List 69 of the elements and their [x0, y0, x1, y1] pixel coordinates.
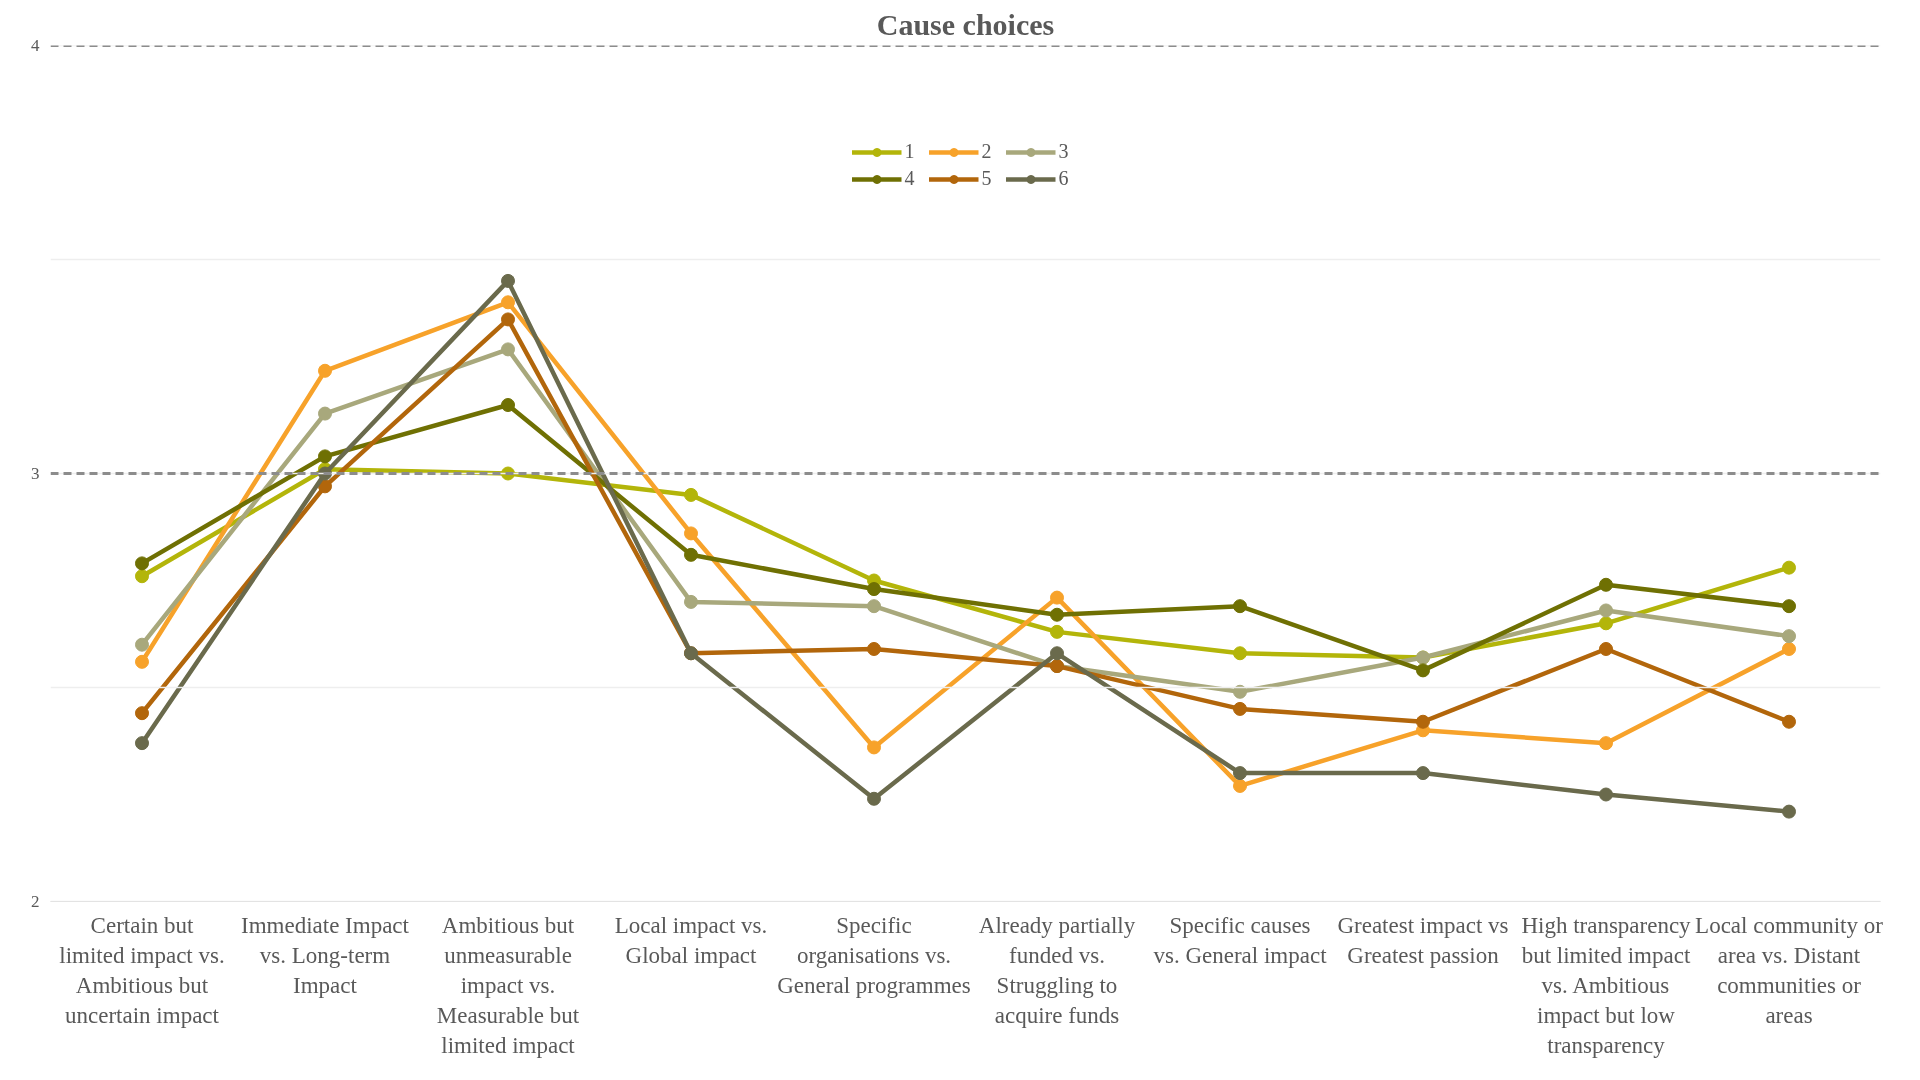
x-tick-label: Ambitious but unmeasurable impact vs. Measurable but limited impact: [436, 912, 580, 1058]
point: [1416, 766, 1430, 781]
point: [684, 526, 698, 541]
point: [318, 406, 332, 421]
point: [318, 449, 332, 464]
point: [501, 342, 515, 357]
point: [867, 740, 881, 755]
x-tick-label: Certain but limited impact vs. Ambitious but uncertain impact: [59, 912, 225, 1028]
legend-label: 2: [981, 140, 993, 163]
point: [135, 654, 149, 669]
point: [1599, 603, 1613, 618]
point: [1782, 599, 1796, 614]
point: [1233, 646, 1247, 661]
y-tick-label: 4: [31, 36, 40, 55]
point: [1782, 641, 1796, 656]
point: [1233, 599, 1247, 614]
x-tick-label: High transparency but limited impact vs. Ambitious impact but low transparency: [1521, 912, 1692, 1058]
x-tick-label: Local community or area vs. Distant communities or areas: [1695, 912, 1884, 1028]
point: [1050, 607, 1064, 622]
point: [867, 641, 881, 656]
x-tick-label: Already partially funded vs. Struggling to acquire funds: [978, 912, 1136, 1028]
point: [1599, 787, 1613, 802]
point: [1416, 663, 1430, 678]
point: [1233, 778, 1247, 793]
point: [1050, 590, 1064, 605]
chart-title: Cause choices: [876, 7, 1055, 41]
point: [501, 295, 515, 310]
y-tick-label: 3: [31, 464, 40, 483]
point: [867, 599, 881, 614]
y-tick-label: 2: [31, 892, 40, 911]
point: [1233, 701, 1247, 716]
point: [135, 569, 149, 584]
point: [1050, 624, 1064, 639]
legend-label: 6: [1058, 167, 1070, 190]
point: [135, 706, 149, 721]
legend-label: 1: [904, 140, 916, 163]
x-tick-label: Specific organisations vs. General programmes: [777, 912, 971, 998]
point: [684, 547, 698, 562]
x-tick-label: Greatest impact vs Greatest passion: [1337, 912, 1509, 968]
point: [1599, 616, 1613, 631]
point: [684, 487, 698, 502]
point: [1233, 766, 1247, 781]
point: [501, 273, 515, 288]
point: [1782, 560, 1796, 575]
legend-label: 4: [904, 167, 916, 190]
legend-label: 5: [981, 167, 993, 190]
point: [1599, 641, 1613, 656]
point: [318, 479, 332, 494]
point: [1782, 714, 1796, 729]
point: [501, 312, 515, 327]
point: [867, 582, 881, 597]
point: [1782, 804, 1796, 819]
point: [318, 363, 332, 378]
point: [684, 594, 698, 609]
point: [867, 791, 881, 806]
point: [135, 736, 149, 751]
point: [1599, 577, 1613, 592]
x-tick-label: Immediate Impact vs. Long-term Impact: [241, 912, 410, 998]
point: [135, 556, 149, 571]
point: [1599, 736, 1613, 751]
point: [1050, 646, 1064, 661]
x-tick-label: Local impact vs. Global impact: [614, 912, 768, 968]
point: [135, 637, 149, 652]
point: [1416, 714, 1430, 729]
point: [1782, 629, 1796, 644]
point: [1233, 684, 1247, 699]
point: [501, 398, 515, 413]
legend-label: 3: [1058, 140, 1070, 163]
x-tick-label: Specific causes vs. General impact: [1153, 912, 1328, 968]
